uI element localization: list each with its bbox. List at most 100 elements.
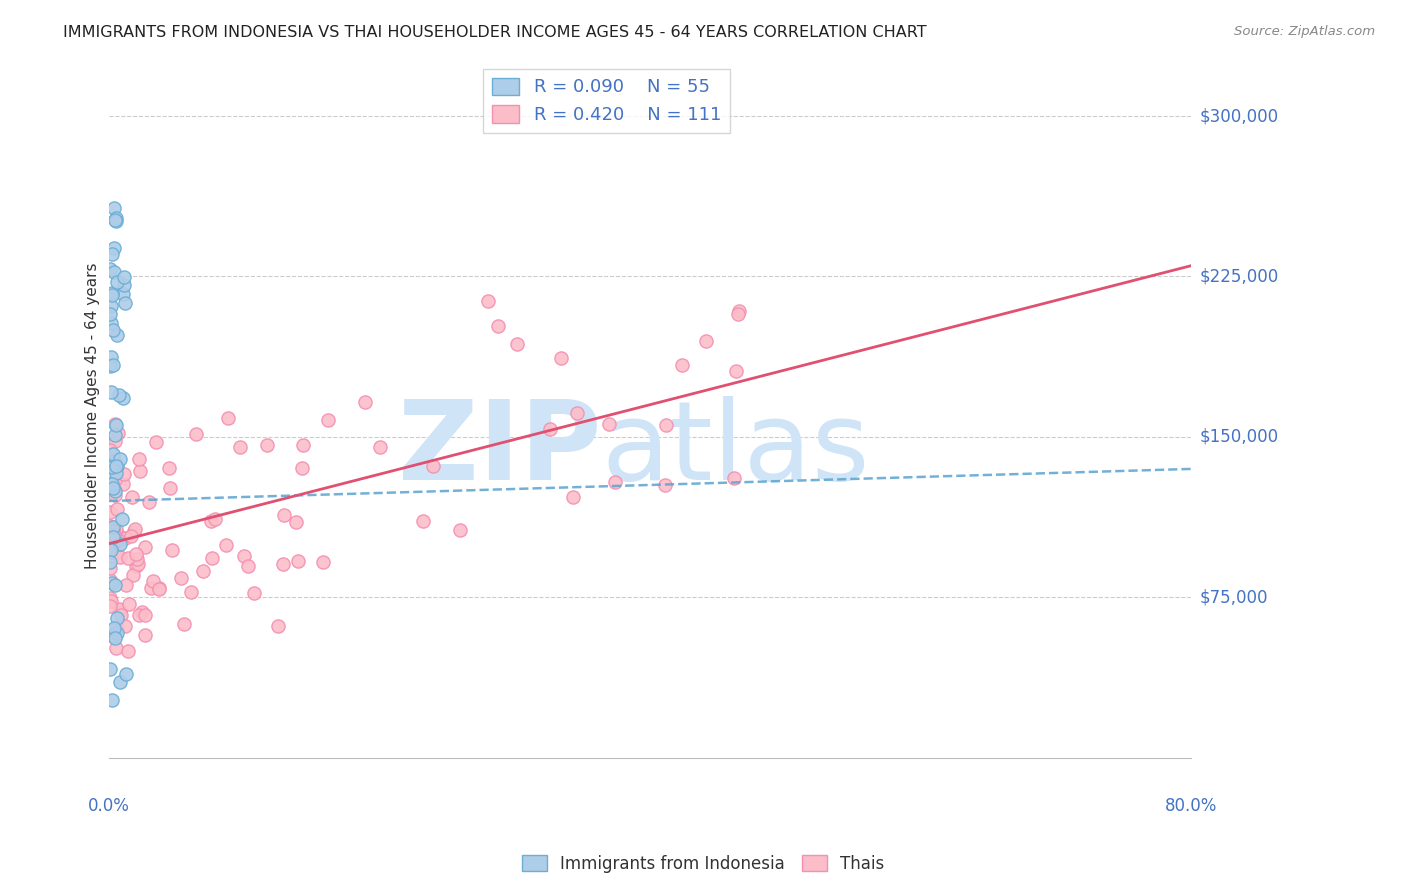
Point (236, 558, 259, 573)
Point (98, 526, 121, 541)
Point (101, 285, 124, 300)
Point (114, 619, 136, 633)
Point (128, 464, 150, 478)
Point (422, 459, 444, 474)
Point (142, 574, 165, 588)
Point (105, 621, 128, 635)
Point (104, 640, 127, 655)
Point (101, 524, 124, 538)
Legend: R = 0.090    N = 55, R = 0.420    N = 111: R = 0.090 N = 55, R = 0.420 N = 111 (484, 69, 730, 133)
Point (561, 490, 583, 504)
Point (267, 619, 290, 633)
Point (104, 546, 127, 560)
Point (173, 617, 195, 632)
Point (101, 529, 124, 543)
Point (243, 585, 266, 599)
Point (105, 275, 128, 289)
Point (107, 388, 129, 402)
Point (108, 675, 131, 690)
Text: IMMIGRANTS FROM INDONESIA VS THAI HOUSEHOLDER INCOME AGES 45 - 64 YEARS CORRELAT: IMMIGRANTS FROM INDONESIA VS THAI HOUSEH… (63, 25, 927, 40)
Point (134, 607, 156, 622)
Point (98, 661, 121, 675)
Point (100, 299, 122, 313)
Point (727, 307, 749, 321)
Point (148, 581, 170, 595)
Point (412, 514, 434, 528)
Point (124, 522, 146, 536)
Point (550, 351, 572, 366)
Point (538, 422, 561, 436)
Point (100, 351, 122, 365)
Point (101, 447, 124, 461)
Text: $150,000: $150,000 (1199, 428, 1278, 446)
Point (449, 523, 471, 537)
Point (121, 568, 143, 582)
Point (120, 529, 142, 543)
Y-axis label: Householder Income Ages 45 - 64 years: Householder Income Ages 45 - 64 years (86, 262, 100, 569)
Point (105, 458, 128, 473)
Point (98, 573, 121, 587)
Point (110, 607, 132, 622)
Point (121, 490, 143, 504)
Point (112, 278, 135, 293)
Point (127, 558, 149, 572)
Point (101, 520, 124, 534)
Point (98, 545, 121, 559)
Point (98, 261, 121, 276)
Text: 0.0%: 0.0% (87, 797, 129, 814)
Point (232, 549, 254, 563)
Point (695, 334, 717, 348)
Point (104, 578, 127, 592)
Point (186, 427, 208, 442)
Point (191, 564, 214, 578)
Point (104, 483, 127, 498)
Point (292, 438, 315, 452)
Point (100, 384, 122, 399)
Point (148, 582, 170, 596)
Point (217, 410, 239, 425)
Point (118, 597, 141, 611)
Point (204, 512, 226, 526)
Point (105, 611, 128, 625)
Point (100, 316, 122, 330)
Point (103, 241, 125, 255)
Point (98, 307, 121, 321)
Point (100, 457, 122, 471)
Point (104, 417, 127, 432)
Point (117, 551, 139, 566)
Point (115, 578, 138, 592)
Point (101, 481, 124, 495)
Point (117, 644, 139, 658)
Point (103, 454, 125, 468)
Point (654, 478, 676, 492)
Text: $225,000: $225,000 (1199, 268, 1278, 285)
Point (108, 537, 131, 551)
Point (100, 542, 122, 557)
Legend: Immigrants from Indonesia, Thais: Immigrants from Indonesia, Thais (515, 848, 891, 880)
Point (101, 247, 124, 261)
Point (170, 570, 193, 584)
Point (134, 628, 156, 642)
Point (605, 475, 627, 489)
Point (477, 294, 499, 309)
Point (139, 581, 162, 595)
Point (727, 304, 749, 318)
Point (108, 451, 131, 466)
Point (114, 531, 136, 545)
Point (111, 286, 134, 301)
Point (273, 508, 295, 523)
Point (101, 628, 124, 642)
Point (159, 461, 181, 475)
Text: Source: ZipAtlas.com: Source: ZipAtlas.com (1234, 25, 1375, 38)
Point (114, 296, 136, 310)
Point (111, 512, 134, 526)
Point (101, 323, 124, 337)
Point (101, 530, 124, 544)
Point (200, 551, 222, 566)
Point (98, 555, 121, 569)
Point (125, 559, 148, 574)
Point (107, 533, 129, 548)
Point (256, 438, 278, 452)
Point (104, 467, 127, 481)
Point (98, 599, 121, 614)
